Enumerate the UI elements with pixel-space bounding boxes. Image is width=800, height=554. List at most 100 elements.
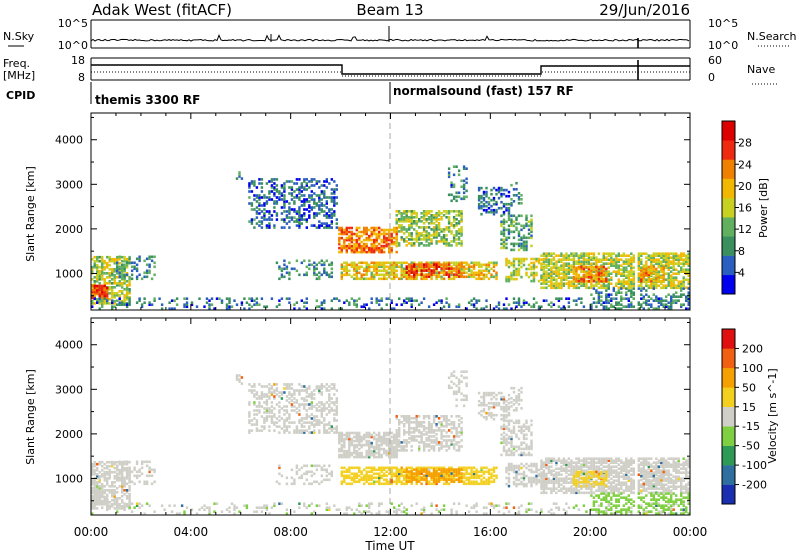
range-gate-cell	[502, 240, 506, 244]
range-gate-cell	[435, 220, 438, 223]
range-gate-cell	[592, 252, 596, 255]
range-gate-cell	[103, 470, 106, 474]
range-gate-cell	[368, 236, 371, 240]
range-gate-cell	[477, 271, 481, 275]
range-gate-cell	[108, 280, 111, 283]
range-gate-cell	[410, 234, 413, 237]
range-gate-cell	[410, 210, 413, 213]
range-gate-cell	[111, 296, 114, 299]
range-gate-cell	[442, 419, 446, 422]
range-gate-cell	[627, 280, 630, 283]
range-gate-cell	[280, 474, 284, 478]
range-gate-cell	[116, 261, 119, 265]
range-gate-cell	[93, 485, 96, 488]
range-gate-cell	[258, 182, 261, 185]
range-gate-cell	[106, 296, 109, 300]
range-gate-cell	[462, 271, 466, 275]
range-gate-cell	[502, 202, 506, 206]
range-gate-cell	[108, 501, 111, 504]
range-gate-cell	[665, 299, 668, 302]
range-gate-cell	[637, 307, 640, 310]
range-gate-cell	[388, 437, 391, 441]
range-gate-cell	[490, 273, 493, 277]
range-gate-cell	[445, 423, 448, 426]
range-gate-cell	[427, 445, 431, 448]
range-gate-cell	[365, 267, 368, 271]
range-gate-cell	[363, 232, 366, 236]
range-gate-cell	[323, 226, 326, 229]
range-gate-cell	[106, 263, 109, 267]
range-gate-cell	[395, 451, 398, 455]
range-gate-cell	[270, 417, 274, 420]
range-gate-cell	[101, 284, 104, 288]
range-gate-cell	[572, 252, 576, 255]
range-gate-cell	[672, 252, 675, 255]
range-gate-cell	[400, 238, 403, 241]
range-gate-cell	[590, 273, 593, 277]
range-gate-cell	[348, 453, 351, 457]
range-gate-cell	[340, 226, 343, 230]
range-gate-cell	[510, 261, 513, 265]
range-gate-cell	[442, 271, 446, 274]
range-gate-cell	[575, 276, 578, 279]
range-gate-cell	[368, 466, 371, 470]
range-gate-cell	[422, 236, 426, 239]
range-gate-cell	[607, 307, 610, 310]
range-gate-cell	[418, 303, 421, 306]
range-gate-cell	[378, 433, 381, 437]
range-gate-cell	[552, 303, 556, 306]
range-gate-cell	[422, 234, 426, 237]
range-gate-cell	[295, 470, 299, 474]
range-gate-cell	[305, 218, 308, 221]
range-gate-cell	[113, 489, 116, 492]
range-gate-cell	[675, 284, 678, 287]
range-gate-cell	[400, 449, 403, 452]
range-gate-cell	[290, 476, 294, 480]
range-gate-cell	[111, 292, 114, 295]
range-gate-cell	[375, 472, 378, 476]
range-gate-cell	[265, 200, 269, 203]
range-gate-cell	[298, 273, 301, 277]
range-gate-cell	[418, 265, 421, 268]
range-gate-cell	[370, 277, 373, 281]
range-gate-cell	[437, 441, 441, 444]
range-gate-cell	[413, 265, 416, 268]
range-gate-cell	[435, 232, 438, 235]
range-gate-cell	[258, 397, 261, 400]
range-gate-cell	[310, 431, 313, 434]
range-gate-cell	[400, 277, 403, 281]
range-gate-cell	[355, 439, 358, 443]
range-gate-cell	[290, 387, 294, 390]
range-gate-cell	[338, 455, 341, 459]
range-gate-cell	[560, 258, 563, 261]
range-gate-cell	[368, 234, 371, 238]
range-gate-cell	[637, 262, 640, 265]
range-gate-cell	[380, 265, 383, 269]
range-gate-cell	[303, 407, 306, 410]
range-gate-cell	[355, 226, 358, 230]
range-gate-cell	[502, 234, 506, 238]
range-gate-cell	[550, 280, 553, 283]
range-gate-cell	[330, 299, 333, 302]
range-gate-cell	[270, 184, 274, 187]
range-gate-cell	[490, 192, 493, 196]
range-gate-cell	[442, 445, 446, 448]
range-gate-cell	[290, 403, 294, 406]
range-gate-cell	[145, 271, 149, 275]
range-gate-cell	[275, 425, 279, 428]
range-gate-cell	[318, 226, 321, 229]
range-gate-cell	[520, 257, 523, 261]
range-gate-cell	[408, 232, 411, 235]
range-gate-cell	[270, 421, 274, 424]
range-gate-cell	[310, 407, 313, 410]
range-gate-cell	[340, 265, 343, 269]
range-gate-cell	[380, 435, 383, 439]
range-gate-cell	[607, 272, 610, 275]
range-gate-cell	[495, 261, 498, 265]
range-gate-cell	[405, 415, 408, 418]
range-gate-cell	[370, 226, 373, 230]
range-gate-cell	[405, 443, 408, 446]
range-gate-cell	[263, 305, 266, 308]
range-gate-cell	[640, 277, 643, 281]
range-gate-cell	[582, 277, 586, 281]
